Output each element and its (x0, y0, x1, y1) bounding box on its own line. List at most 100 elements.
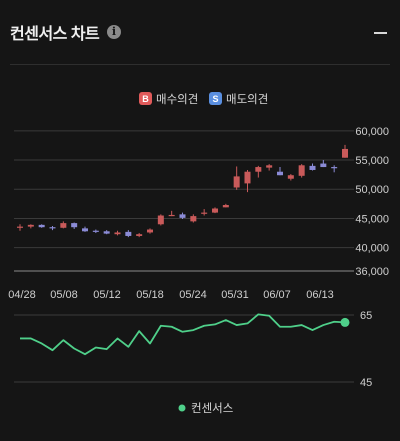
candle-body (342, 148, 348, 158)
consensus-last-point[interactable] (340, 317, 350, 327)
consensus-gridlines (14, 314, 354, 383)
candle[interactable] (179, 212, 186, 220)
y-tick-label: 45,000 (355, 213, 389, 225)
candle[interactable] (147, 228, 153, 234)
candle[interactable] (60, 221, 67, 229)
candle[interactable] (287, 174, 294, 181)
candle[interactable] (212, 207, 218, 214)
candle-body (287, 175, 294, 179)
candle-body (233, 176, 240, 188)
candle-body (320, 163, 327, 168)
x-tick-label: 04/28 (8, 289, 36, 301)
candle-body (212, 208, 218, 213)
candle[interactable] (331, 165, 338, 173)
candle-body (277, 171, 283, 176)
consensus-legend-marker (178, 404, 186, 412)
candle[interactable] (244, 169, 251, 193)
candle[interactable] (255, 165, 262, 178)
y-tick-label: 45 (360, 377, 372, 389)
candle-body (331, 167, 338, 169)
candle-body (49, 227, 56, 229)
candle-body (27, 224, 34, 227)
candle[interactable] (71, 222, 78, 229)
price-y-tick-labels: 60,000 55,000 50,000 45,000 40,000 36,000 (355, 126, 389, 278)
legend-buy-badge (139, 92, 152, 105)
candle-body (125, 231, 132, 236)
candle-body (103, 231, 110, 234)
candle-body (136, 234, 143, 236)
candle-body (190, 216, 197, 222)
candle-body (114, 232, 121, 235)
legend-sell-badge-letter: S (212, 94, 218, 104)
candle[interactable] (190, 214, 197, 223)
candle[interactable] (103, 230, 110, 235)
candle-body (255, 167, 262, 172)
x-tick-label: 05/12 (93, 289, 121, 301)
x-tick-label: 05/24 (179, 289, 207, 301)
y-tick-label: 36,000 (355, 266, 389, 278)
candle[interactable] (277, 167, 283, 176)
candle-body (201, 212, 208, 214)
candle[interactable] (298, 164, 305, 178)
x-tick-label: 05/08 (50, 289, 78, 301)
legend-sell-badge (209, 92, 222, 105)
y-tick-label: 50,000 (355, 184, 389, 196)
candle[interactable] (266, 164, 273, 171)
candle[interactable] (114, 230, 121, 236)
legend-buy-badge-letter: B (142, 94, 149, 104)
y-tick-label: 55,000 (355, 155, 389, 167)
candle-body (168, 214, 175, 217)
candle[interactable] (309, 163, 316, 171)
y-tick-label: 60,000 (355, 126, 389, 138)
price-gridlines (14, 130, 354, 272)
candle-body (92, 230, 99, 232)
x-tick-label: 06/07 (263, 289, 291, 301)
legend-buy[interactable]: B 매수의견 (139, 92, 198, 106)
x-tick-labels: 04/28 05/08 05/12 05/18 05/24 05/31 06/07 06/13 (8, 289, 334, 301)
candle-body (244, 171, 251, 184)
x-tick-label: 05/18 (136, 289, 164, 301)
candle[interactable] (92, 229, 99, 234)
info-icon[interactable]: i (107, 25, 121, 39)
y-tick-label: 40,000 (355, 243, 389, 255)
minus-icon[interactable] (374, 32, 387, 34)
candle-body (38, 224, 45, 228)
candle[interactable] (27, 224, 34, 229)
consensus-legend[interactable]: 컨센서스 (178, 402, 234, 415)
divider (10, 64, 390, 65)
consensus-legend-label: 컨센서스 (191, 402, 233, 415)
candle[interactable] (201, 209, 208, 216)
consensus-y-tick-labels: 65 45 (360, 310, 372, 389)
candle[interactable] (233, 166, 240, 190)
candle[interactable] (38, 224, 45, 228)
candle[interactable] (82, 226, 88, 232)
page-title: 컨센서스 차트 (10, 26, 100, 43)
candle-body (222, 205, 229, 208)
candle[interactable] (168, 210, 175, 217)
candle[interactable] (320, 160, 327, 168)
legend-sell[interactable]: S 매도의견 (209, 92, 268, 106)
candle[interactable] (17, 224, 23, 231)
header: 컨센서스 차트 i (0, 0, 400, 64)
candle[interactable] (157, 214, 164, 226)
candle-body (179, 214, 186, 218)
y-tick-label: 65 (360, 310, 372, 322)
candle-body (157, 215, 164, 225)
candle[interactable] (222, 203, 229, 208)
candle[interactable] (342, 144, 348, 158)
legend-sell-label: 매도의견 (226, 93, 268, 106)
chart-legend: B 매수의견 S 매도의견 (139, 92, 268, 106)
candle-body (309, 165, 316, 170)
candle[interactable] (136, 233, 143, 238)
candle-body (298, 165, 305, 176)
consensus-line (20, 313, 350, 356)
candle-body (266, 165, 273, 168)
candle-body (82, 228, 88, 232)
candle-body (17, 226, 23, 228)
candle[interactable] (125, 230, 132, 238)
candle[interactable] (49, 226, 56, 231)
consensus-series-line (20, 313, 346, 356)
candles (17, 144, 348, 238)
candle-body (71, 223, 78, 228)
